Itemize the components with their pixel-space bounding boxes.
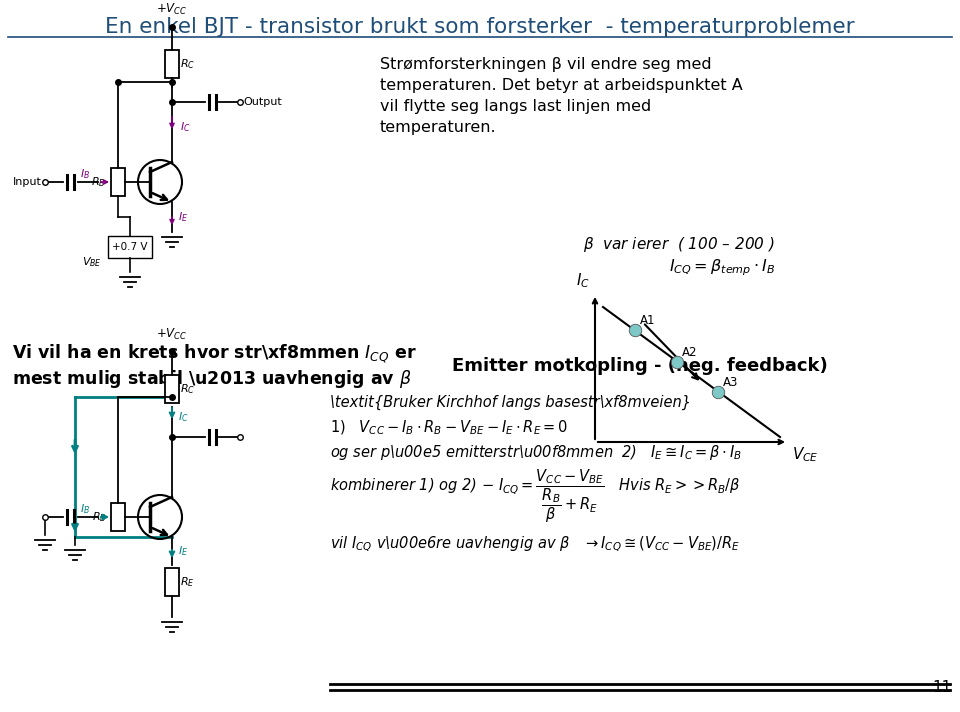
Bar — [165, 375, 179, 403]
Text: A2: A2 — [683, 345, 698, 359]
Text: $I_C$: $I_C$ — [178, 410, 189, 424]
Text: $I_C$: $I_C$ — [180, 120, 191, 134]
Text: $R_B$: $R_B$ — [91, 175, 106, 189]
Text: $V_{BE}$: $V_{BE}$ — [83, 255, 102, 269]
Text: $I_C$: $I_C$ — [576, 271, 590, 290]
Text: vil flytte seg langs last linjen med: vil flytte seg langs last linjen med — [380, 99, 651, 114]
Text: $I_B$: $I_B$ — [80, 167, 90, 181]
Text: 1)   $V_{CC} - I_B \cdot R_B - V_{BE} - I_E \cdot R_E = 0$: 1) $V_{CC} - I_B \cdot R_B - V_{BE} - I_… — [330, 419, 568, 437]
Text: $R_B$: $R_B$ — [92, 510, 107, 524]
Text: $I_E$: $I_E$ — [178, 544, 188, 558]
Text: $+V_{CC}$: $+V_{CC}$ — [156, 327, 188, 342]
Text: $\beta$  var ierer  ( 100 – 200 ): $\beta$ var ierer ( 100 – 200 ) — [584, 235, 775, 254]
Text: A1: A1 — [640, 315, 656, 328]
Text: kombinerer 1) og 2) $-$ $I_{CQ} = \dfrac{V_{CC} - V_{BE}}{\dfrac{R_B}{\beta} + R: kombinerer 1) og 2) $-$ $I_{CQ} = \dfrac… — [330, 467, 741, 525]
Text: Emitter motkopling - (neg. feedback): Emitter motkopling - (neg. feedback) — [452, 357, 828, 375]
Text: \textit{Bruker Kirchhof langs basestr\xf8mveien}: \textit{Bruker Kirchhof langs basestr\xf… — [330, 395, 691, 410]
Text: En enkel BJT - transistor brukt som forsterker  - temperaturproblemer: En enkel BJT - transistor brukt som fors… — [106, 17, 854, 37]
Text: vil $I_{CQ}$ v\u00e6re uavhengig av $\beta$   $\rightarrow I_{CQ} \cong (V_{CC} : vil $I_{CQ}$ v\u00e6re uavhengig av $\be… — [330, 535, 740, 555]
Text: $R_C$: $R_C$ — [180, 57, 195, 71]
Text: Input: Input — [13, 177, 42, 187]
Text: temperaturen. Det betyr at arbeidspunktet A: temperaturen. Det betyr at arbeidspunkte… — [380, 78, 743, 93]
Text: og ser p\u00e5 emitterstr\u00f8mmen  2)   $I_E \cong I_C = \beta \cdot I_B$: og ser p\u00e5 emitterstr\u00f8mmen 2) $… — [330, 443, 742, 462]
Bar — [111, 503, 125, 531]
Text: $R_E$: $R_E$ — [180, 575, 195, 589]
Text: $R_C$: $R_C$ — [180, 382, 195, 396]
Text: +0.7 V: +0.7 V — [112, 242, 148, 252]
Text: $V_{CE}$: $V_{CE}$ — [792, 445, 819, 464]
Text: Strømforsterkningen β vil endre seg med: Strømforsterkningen β vil endre seg med — [380, 57, 711, 72]
Text: Vi vil ha en krets hvor str\xf8mmen $I_{CQ}$ er: Vi vil ha en krets hvor str\xf8mmen $I_{… — [12, 342, 417, 365]
Text: $I_B$: $I_B$ — [80, 502, 90, 516]
Text: $+V_{CC}$: $+V_{CC}$ — [156, 2, 188, 17]
Text: $I_E$: $I_E$ — [178, 210, 188, 224]
Bar — [165, 568, 179, 596]
Text: A3: A3 — [723, 375, 738, 389]
Text: $I_{CQ} = \beta_{temp} \cdot I_B$: $I_{CQ} = \beta_{temp} \cdot I_B$ — [668, 258, 775, 278]
Text: Output: Output — [243, 97, 281, 107]
FancyBboxPatch shape — [108, 236, 152, 258]
Bar — [165, 50, 179, 78]
Bar — [111, 168, 125, 196]
Text: 11: 11 — [933, 679, 952, 694]
Text: temperaturen.: temperaturen. — [380, 120, 496, 135]
Text: mest mulig stabil \u2013 uavhengig av $\beta$: mest mulig stabil \u2013 uavhengig av $\… — [12, 368, 412, 390]
